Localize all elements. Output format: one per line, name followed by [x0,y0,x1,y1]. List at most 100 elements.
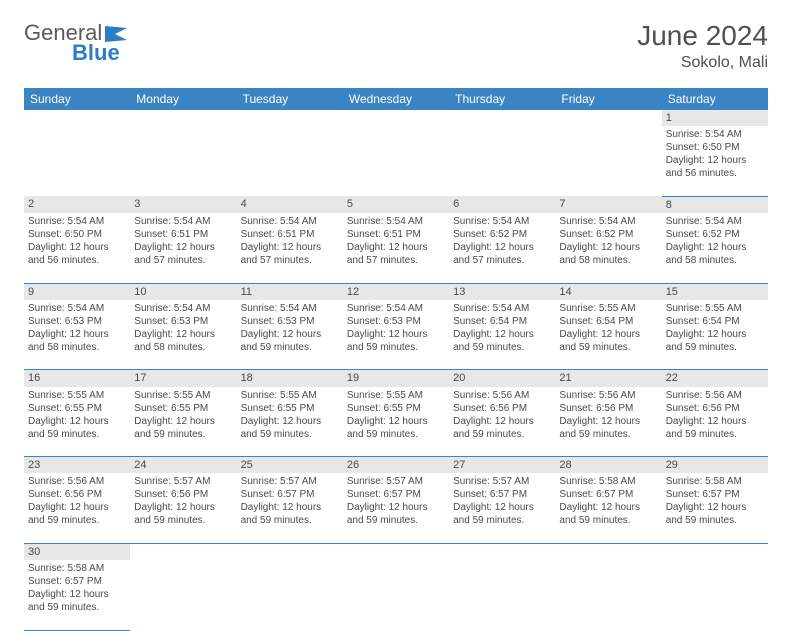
sunset-text: Sunset: 6:56 PM [559,402,657,415]
day-cell: Sunrise: 5:58 AMSunset: 6:57 PMDaylight:… [24,560,130,630]
daylight-text: Daylight: 12 hours and 59 minutes. [347,501,445,527]
daylight-text: Daylight: 12 hours and 59 minutes. [666,328,764,354]
sunrise-text: Sunrise: 5:57 AM [241,475,339,488]
day-number-cell: 8 [662,196,768,213]
sunrise-text: Sunrise: 5:54 AM [134,302,232,315]
daylight-text: Daylight: 12 hours and 59 minutes. [559,501,657,527]
sunrise-text: Sunrise: 5:54 AM [347,302,445,315]
daylight-text: Daylight: 12 hours and 58 minutes. [28,328,126,354]
daylight-text: Daylight: 12 hours and 58 minutes. [666,241,764,267]
day-cell [130,126,236,196]
sunset-text: Sunset: 6:57 PM [28,575,126,588]
sunset-text: Sunset: 6:51 PM [134,228,232,241]
day-number-row: 23242526272829 [24,457,768,474]
day-number-cell: 16 [24,370,130,387]
header: GeneralBlue June 2024 Sokolo, Mali [24,20,768,72]
day-number-cell: 30 [24,543,130,560]
sunset-text: Sunset: 6:53 PM [347,315,445,328]
day-cell [555,126,661,196]
sunset-text: Sunset: 6:57 PM [453,488,551,501]
location: Sokolo, Mali [637,54,768,72]
sunset-text: Sunset: 6:54 PM [559,315,657,328]
day-cell: Sunrise: 5:54 AMSunset: 6:53 PMDaylight:… [237,300,343,370]
sunset-text: Sunset: 6:50 PM [666,141,764,154]
day-cell: Sunrise: 5:54 AMSunset: 6:52 PMDaylight:… [449,213,555,283]
day-number-cell: 10 [130,283,236,300]
day-number-cell: 27 [449,457,555,474]
day-content-row: Sunrise: 5:58 AMSunset: 6:57 PMDaylight:… [24,560,768,630]
sunrise-text: Sunrise: 5:54 AM [453,302,551,315]
sunrise-text: Sunrise: 5:54 AM [559,215,657,228]
day-cell [662,560,768,630]
day-content-row: Sunrise: 5:55 AMSunset: 6:55 PMDaylight:… [24,387,768,457]
day-cell [237,126,343,196]
day-number-cell [237,543,343,560]
day-cell: Sunrise: 5:55 AMSunset: 6:54 PMDaylight:… [662,300,768,370]
day-number-cell: 1 [662,110,768,126]
sunrise-text: Sunrise: 5:55 AM [666,302,764,315]
day-content-row: Sunrise: 5:56 AMSunset: 6:56 PMDaylight:… [24,473,768,543]
day-number-cell: 29 [662,457,768,474]
day-number-cell: 25 [237,457,343,474]
sunrise-text: Sunrise: 5:56 AM [453,389,551,402]
sunset-text: Sunset: 6:57 PM [241,488,339,501]
day-number-cell: 28 [555,457,661,474]
day-number-cell: 14 [555,283,661,300]
day-cell [555,560,661,630]
sunset-text: Sunset: 6:53 PM [241,315,339,328]
daylight-text: Daylight: 12 hours and 59 minutes. [28,501,126,527]
weekday-header: Thursday [449,88,555,110]
daylight-text: Daylight: 12 hours and 59 minutes. [453,501,551,527]
daylight-text: Daylight: 12 hours and 59 minutes. [453,415,551,441]
daylight-text: Daylight: 12 hours and 57 minutes. [241,241,339,267]
day-number-cell [449,110,555,126]
day-cell: Sunrise: 5:54 AMSunset: 6:51 PMDaylight:… [343,213,449,283]
day-cell: Sunrise: 5:56 AMSunset: 6:56 PMDaylight:… [449,387,555,457]
sunset-text: Sunset: 6:55 PM [28,402,126,415]
day-cell [343,126,449,196]
day-number-cell: 26 [343,457,449,474]
sunrise-text: Sunrise: 5:58 AM [28,562,126,575]
day-cell: Sunrise: 5:56 AMSunset: 6:56 PMDaylight:… [555,387,661,457]
day-cell: Sunrise: 5:54 AMSunset: 6:50 PMDaylight:… [662,126,768,196]
day-cell [449,126,555,196]
weekday-header: Friday [555,88,661,110]
sunrise-text: Sunrise: 5:54 AM [134,215,232,228]
daylight-text: Daylight: 12 hours and 59 minutes. [559,328,657,354]
sunset-text: Sunset: 6:55 PM [241,402,339,415]
sunset-text: Sunset: 6:51 PM [347,228,445,241]
day-number-cell: 20 [449,370,555,387]
day-cell: Sunrise: 5:56 AMSunset: 6:56 PMDaylight:… [662,387,768,457]
day-cell: Sunrise: 5:55 AMSunset: 6:55 PMDaylight:… [24,387,130,457]
daylight-text: Daylight: 12 hours and 56 minutes. [28,241,126,267]
sunrise-text: Sunrise: 5:55 AM [347,389,445,402]
day-cell [343,560,449,630]
sunset-text: Sunset: 6:52 PM [559,228,657,241]
daylight-text: Daylight: 12 hours and 59 minutes. [241,328,339,354]
day-number-cell [343,110,449,126]
sunrise-text: Sunrise: 5:54 AM [241,215,339,228]
sunrise-text: Sunrise: 5:54 AM [453,215,551,228]
daylight-text: Daylight: 12 hours and 59 minutes. [241,501,339,527]
sunrise-text: Sunrise: 5:56 AM [559,389,657,402]
daylight-text: Daylight: 12 hours and 59 minutes. [241,415,339,441]
sunrise-text: Sunrise: 5:54 AM [241,302,339,315]
sunrise-text: Sunrise: 5:57 AM [347,475,445,488]
day-cell: Sunrise: 5:58 AMSunset: 6:57 PMDaylight:… [555,473,661,543]
day-number-cell [449,543,555,560]
day-number-cell: 6 [449,196,555,213]
sunset-text: Sunset: 6:52 PM [453,228,551,241]
daylight-text: Daylight: 12 hours and 59 minutes. [28,415,126,441]
day-number-row: 30 [24,543,768,560]
sunrise-text: Sunrise: 5:58 AM [666,475,764,488]
day-cell: Sunrise: 5:55 AMSunset: 6:54 PMDaylight:… [555,300,661,370]
daylight-text: Daylight: 12 hours and 58 minutes. [134,328,232,354]
sunset-text: Sunset: 6:54 PM [666,315,764,328]
day-cell: Sunrise: 5:57 AMSunset: 6:57 PMDaylight:… [449,473,555,543]
daylight-text: Daylight: 12 hours and 59 minutes. [28,588,126,614]
day-number-cell: 23 [24,457,130,474]
weekday-header-row: SundayMondayTuesdayWednesdayThursdayFrid… [24,88,768,110]
month-title: June 2024 [637,20,768,52]
day-number-cell [662,543,768,560]
day-number-cell: 17 [130,370,236,387]
